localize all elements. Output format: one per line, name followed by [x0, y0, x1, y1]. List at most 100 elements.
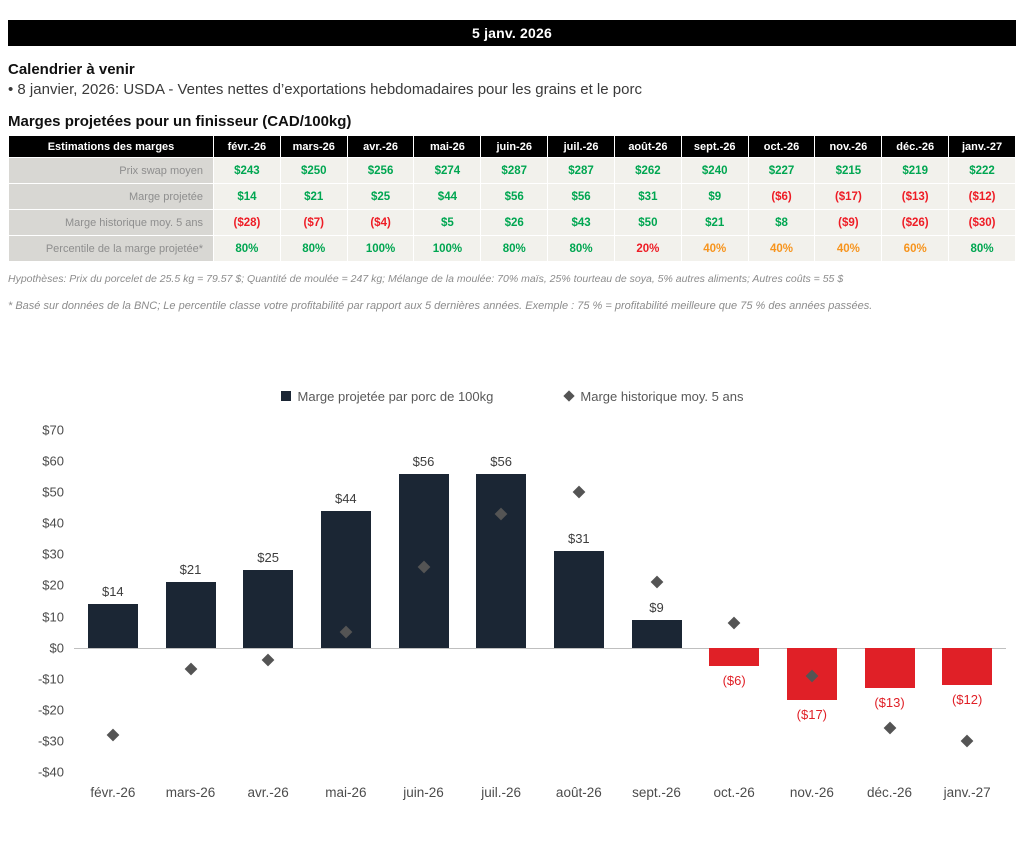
table-cell: $215 — [814, 157, 883, 184]
table-cell: ($12) — [948, 183, 1016, 210]
bar-value-label: ($13) — [874, 695, 905, 711]
chart-legend: Marge projetée par porc de 100kg Marge h… — [8, 388, 1016, 404]
y-axis-tick-label: $50 — [42, 484, 64, 500]
x-axis-tick-label: oct.-26 — [713, 785, 755, 800]
table-month-header: sept.-26 — [680, 135, 749, 158]
table-cell: 20% — [613, 235, 682, 262]
bar-marge-projetee — [553, 551, 604, 648]
x-axis-tick-label: août-26 — [555, 785, 602, 800]
legend-item-projected: Marge projetée par porc de 100kg — [280, 389, 493, 404]
x-axis-tick-label: mars-26 — [165, 785, 216, 800]
bar-marge-projetee — [165, 582, 216, 648]
x-axis-tick-label: mai-26 — [325, 785, 367, 800]
table-cell: $21 — [279, 183, 348, 210]
table-cell: $240 — [680, 157, 749, 184]
bar-value-label: $21 — [179, 562, 202, 578]
table-month-header: déc.-26 — [881, 135, 950, 158]
table-cell: $43 — [547, 209, 615, 236]
table-cell: ($17) — [814, 183, 883, 210]
margins-chart: Marge projetée par porc de 100kg Marge h… — [8, 388, 1016, 800]
report-page: 5 janv. 2026 Calendrier à venir • 8 janv… — [8, 20, 1016, 800]
table-cell: $44 — [413, 183, 482, 210]
table-cell: $26 — [480, 209, 549, 236]
bar-value-label: $56 — [412, 453, 435, 469]
table-cell: $274 — [413, 157, 482, 184]
table-row: Percentile de la marge projetée* 80% 80% 10… — [8, 235, 1016, 262]
table-row: Prix swap moyen $243 $250 $256 $274 $287 $287 $… — [8, 157, 1016, 184]
margins-table-head-row: Estimations des marges févr.-26 mars-26 avr… — [8, 135, 1016, 158]
bar-marge-projetee — [320, 510, 371, 648]
table-cell: $31 — [613, 183, 682, 210]
table-cell: $56 — [480, 183, 549, 210]
y-axis-tick-label: -$40 — [37, 764, 64, 780]
table-cell: ($13) — [881, 183, 950, 210]
x-axis-tick-label: sept.-26 — [632, 785, 681, 800]
table-month-header: nov.-26 — [814, 135, 883, 158]
table-month-header: juin-26 — [480, 135, 549, 158]
table-cell: ($4) — [346, 209, 415, 236]
bar-marge-projetee — [864, 647, 915, 689]
row-label: Marge historique moy. 5 ans — [8, 209, 214, 236]
diamond-marker-historique — [960, 734, 974, 748]
table-cell: $50 — [613, 209, 682, 236]
bar-swatch-icon — [280, 391, 291, 401]
table-month-header: avr.-26 — [346, 135, 415, 158]
y-axis-tick-label: $70 — [42, 422, 64, 438]
table-cell: $21 — [680, 209, 749, 236]
table-cell: 100% — [413, 235, 482, 262]
table-cell: ($26) — [881, 209, 950, 236]
table-cell: ($28) — [213, 209, 281, 236]
diamond-marker-historique — [650, 575, 663, 589]
table-month-header: oct.-26 — [747, 135, 816, 158]
table-cell: $9 — [680, 183, 749, 210]
hypotheses-note: Hypothèses: Prix du porcelet de 25.5 kg … — [8, 273, 844, 285]
table-cell: $262 — [613, 157, 682, 184]
table-cell: 40% — [680, 235, 749, 262]
table-corner-header: Estimations des marges — [8, 135, 214, 158]
legend-label-historical: Marge historique moy. 5 ans — [580, 388, 744, 404]
table-cell: $222 — [948, 157, 1016, 184]
table-month-header: juil.-26 — [547, 135, 615, 158]
diamond-swatch-icon — [563, 390, 576, 402]
bar-value-label: $14 — [101, 584, 124, 600]
table-cell: $25 — [346, 183, 415, 210]
y-axis-tick-label: -$20 — [37, 702, 64, 718]
table-cell: 80% — [213, 235, 281, 262]
y-axis-tick-label: $10 — [42, 609, 64, 625]
table-cell: $227 — [747, 157, 816, 184]
date-title-bar: 5 janv. 2026 — [8, 20, 1016, 46]
y-axis-tick-label: -$30 — [37, 733, 64, 749]
table-cell: ($6) — [747, 183, 816, 210]
bar-value-label: ($6) — [722, 673, 746, 689]
table-cell: $287 — [480, 157, 549, 184]
table-cell: 40% — [747, 235, 816, 262]
table-cell: 80% — [279, 235, 348, 262]
bar-value-label: $31 — [567, 531, 590, 547]
table-cell: 80% — [948, 235, 1016, 262]
bar-marge-projetee — [631, 619, 682, 648]
table-cell: $219 — [881, 157, 950, 184]
table-month-header: janv.-27 — [948, 135, 1016, 158]
table-cell: 60% — [881, 235, 950, 262]
y-axis-tick-label: $0 — [49, 640, 64, 656]
bar-value-label: ($17) — [796, 707, 828, 723]
row-label: Marge projetée — [8, 183, 214, 210]
margins-table: Estimations des marges févr.-26 mars-26 avr… — [8, 135, 1016, 262]
table-month-header: févr.-26 — [213, 135, 281, 158]
table-cell: $14 — [213, 183, 281, 210]
x-axis-tick-label: janv.-27 — [943, 785, 991, 800]
table-cell: 100% — [346, 235, 415, 262]
percentile-footnote: * Basé sur données de la BNC; Le percent… — [8, 300, 873, 312]
table-cell: 80% — [480, 235, 549, 262]
table-cell: $287 — [547, 157, 615, 184]
table-month-header: mars-26 — [279, 135, 348, 158]
diamond-marker-historique — [727, 616, 741, 630]
table-cell: $56 — [547, 183, 615, 210]
diamond-marker-historique — [261, 653, 275, 667]
x-axis-tick-label: nov.-26 — [789, 785, 834, 800]
plot-area: $70 $60 $50 $40 $30 $20 $10 $0 -$10 -$20 -$30 -$40 $… — [38, 423, 1006, 800]
table-cell: 40% — [814, 235, 883, 262]
row-label: Prix swap moyen — [8, 157, 214, 184]
table-cell: $8 — [747, 209, 816, 236]
legend-item-historical: Marge historique moy. 5 ans — [563, 388, 744, 404]
